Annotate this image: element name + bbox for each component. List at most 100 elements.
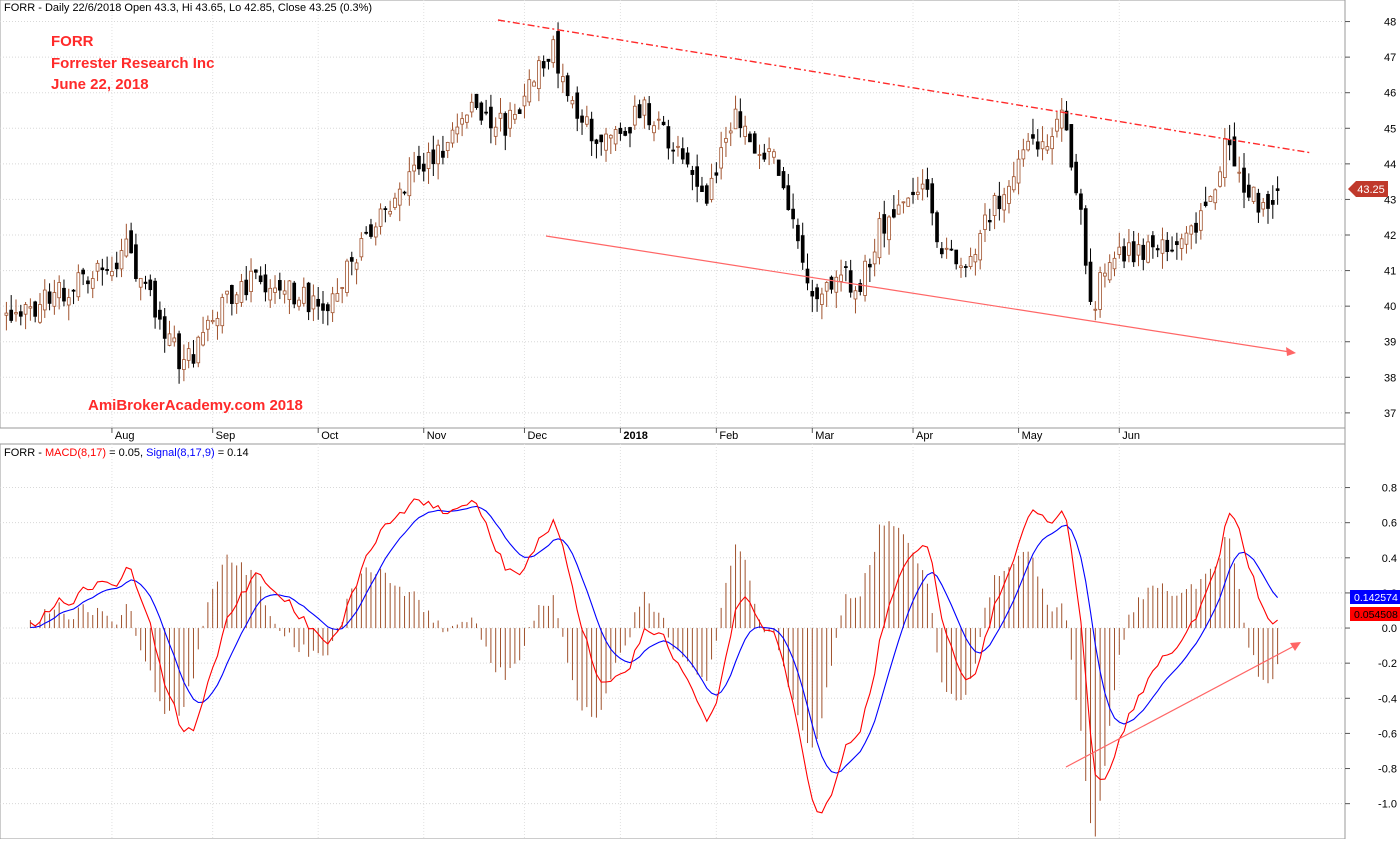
candle-body <box>1107 262 1112 281</box>
candle-body <box>704 185 709 204</box>
candle-body <box>915 191 920 195</box>
candle-body <box>892 209 896 218</box>
candle-body <box>676 145 680 148</box>
candle-body <box>421 163 426 172</box>
candle-body <box>575 92 580 119</box>
candle-body <box>661 121 666 126</box>
support-trendline <box>545 235 1291 353</box>
candle-body <box>148 279 153 291</box>
last-price-label: 43.25 <box>1357 184 1385 196</box>
candle-body <box>474 93 479 109</box>
candle-body <box>700 185 704 192</box>
last-price-badge-shape <box>1348 181 1388 197</box>
candle-body <box>748 133 752 143</box>
candle-body <box>417 155 421 170</box>
candle-body <box>230 284 234 304</box>
macd-axis-tick-label: 0.4 <box>1382 553 1397 565</box>
candle-body <box>776 159 781 176</box>
candle-body <box>393 197 397 208</box>
candle-body <box>1251 186 1256 202</box>
candle-body <box>978 233 983 261</box>
candle-body <box>234 294 239 304</box>
candle-body <box>724 138 728 143</box>
candle-body <box>652 125 656 134</box>
candle-body <box>1011 176 1016 191</box>
candle-body <box>628 127 632 134</box>
macd-axis-tick-label: 0.0 <box>1382 623 1397 635</box>
candle-body <box>1021 149 1026 160</box>
last-price-badge: 43.25 <box>1348 181 1388 197</box>
candle-body <box>441 150 445 158</box>
candle-body <box>489 106 493 129</box>
candle-body <box>887 216 891 241</box>
candle-body <box>1261 202 1266 210</box>
candle-body <box>445 141 450 151</box>
candle-body <box>1213 189 1218 204</box>
candle-body <box>124 238 129 257</box>
candle-body <box>1007 185 1011 204</box>
candle-body <box>623 130 628 136</box>
candle-body <box>709 177 714 200</box>
candle-body <box>268 287 273 301</box>
candle-body <box>853 290 858 300</box>
candle-body <box>537 60 541 90</box>
macd-badge-shape <box>1350 607 1400 621</box>
candle-body <box>1117 246 1122 255</box>
candle-body <box>570 100 575 105</box>
candle-body <box>757 154 762 156</box>
candle-body <box>364 231 369 234</box>
candle-body <box>762 152 767 160</box>
candle-body <box>1246 184 1251 198</box>
candle-body <box>959 265 963 269</box>
candle-body <box>1227 139 1232 146</box>
candle-body <box>119 250 124 270</box>
candle-body <box>254 269 258 273</box>
candle-body <box>532 81 536 87</box>
candle-body <box>345 260 349 293</box>
candle-body <box>872 251 877 265</box>
candle-body <box>772 151 776 158</box>
macd-axis-tick-label: 0.8 <box>1382 483 1397 495</box>
price-axis-tick-label: 41 <box>1384 266 1396 278</box>
signal-value-badge: 0.142574 <box>1350 590 1400 604</box>
candle-body <box>604 133 608 151</box>
candle-body <box>1232 136 1237 167</box>
candle-body <box>983 214 987 230</box>
macd-title-macd-value: = 0.05, <box>106 447 146 459</box>
candle-body <box>397 188 402 206</box>
candle-body <box>882 214 887 234</box>
candle-body <box>1069 124 1074 168</box>
candle-body <box>1175 241 1179 246</box>
candle-body <box>1179 238 1184 249</box>
candle-body <box>728 130 733 134</box>
candle-body <box>100 267 105 271</box>
candle-body <box>671 149 676 152</box>
candle-body <box>685 152 690 165</box>
macd-title-macd: MACD(8,17) <box>45 447 106 459</box>
candle-body <box>901 201 906 204</box>
macd-axis-tick-label: 0.6 <box>1382 518 1397 530</box>
candle-body <box>863 260 867 296</box>
candle-body <box>1083 208 1088 266</box>
candle-body <box>62 287 66 302</box>
candle-body <box>369 224 373 237</box>
candle-body <box>129 230 133 254</box>
candle-body <box>920 183 925 190</box>
candle-body <box>834 276 839 293</box>
candle-body <box>1093 308 1098 311</box>
signal-badge-label: 0.142574 <box>1354 592 1398 604</box>
candle-body <box>311 295 316 310</box>
price-axis-tick-label: 43 <box>1384 194 1396 206</box>
candle-body <box>306 282 311 313</box>
candle-body <box>460 118 464 125</box>
candle-body <box>287 280 292 300</box>
candle-body <box>656 118 661 121</box>
candle-body <box>1256 192 1261 213</box>
price-axis-tick-label: 38 <box>1384 372 1396 384</box>
candle-body <box>162 316 167 339</box>
candle-body <box>465 114 469 123</box>
macd-value-badge: 0.054508 <box>1350 607 1400 621</box>
candle-body <box>215 318 220 327</box>
candle-body <box>786 185 791 211</box>
